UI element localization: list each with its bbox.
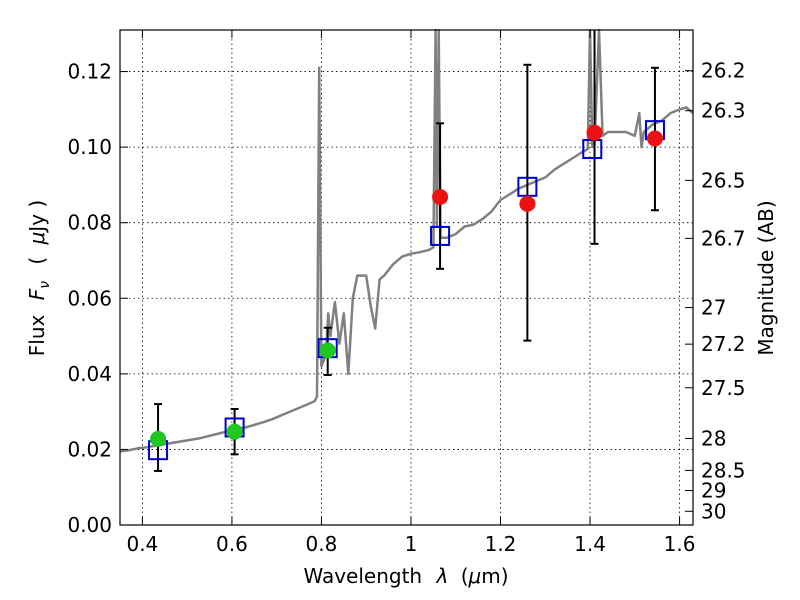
y-tick-label: 0.10: [67, 135, 112, 159]
model-spectrum-line: [119, 28, 694, 453]
y2-tick-label: 26.2: [701, 59, 746, 83]
y-tick-label: 0.12: [67, 60, 112, 84]
model-photometry-box: [517, 176, 538, 197]
x-tick-label: 1.6: [664, 532, 696, 556]
grid-layer: [120, 30, 693, 526]
y-axis-label-unit-rest: Jy ): [25, 200, 49, 234]
ticks-layer: 0.4 0.6 0.8 1 1.2 1.4 1.6 0.00 0.02 0.04 0.06 0.08 0…: [67, 30, 746, 556]
y2-tick-label: 28: [701, 426, 726, 450]
observed-point-green: [226, 423, 243, 440]
y-tick-label: 0.08: [67, 211, 112, 235]
y-tick-label: 0.06: [67, 286, 112, 310]
y2-tick-label: 26.5: [701, 168, 746, 192]
x-axis-label-text: Wavelength: [303, 564, 422, 588]
y2-tick-label: 27: [701, 296, 726, 320]
model-photometry-box: [430, 225, 451, 246]
plot-frame: [119, 29, 694, 526]
x-axis-label: Wavelength λ (μm): [303, 564, 508, 588]
y-axis-label: Flux Fν ( μJy ): [25, 200, 54, 356]
y2-axis-label: Magnitude (AB): [754, 200, 778, 355]
y2-tick-label: 30: [701, 499, 726, 523]
y-axis-label-text: Flux: [25, 314, 49, 356]
y-axis-label-unit-mu: μ: [25, 232, 49, 246]
x-axis-label-symbol: λ: [435, 564, 448, 588]
y2-tick-label: 26.3: [701, 99, 746, 123]
y-tick-label: 0.00: [67, 513, 112, 537]
observed-point-red: [519, 195, 536, 212]
observed-point-red: [586, 124, 603, 141]
x-tick-label: 0.4: [126, 532, 158, 556]
y-tick-label: 0.02: [67, 437, 112, 461]
x-axis-label-unit-mu: μ: [468, 564, 482, 588]
y-axis-label-subscript: ν: [37, 281, 53, 289]
x-tick-label: 0.8: [306, 532, 338, 556]
observed-point-green: [319, 342, 336, 359]
x-tick-label: 1.4: [574, 532, 606, 556]
y-tick-label: 0.04: [67, 362, 112, 386]
y2-tick-label: 27.5: [701, 376, 746, 400]
y-axis-label-symbol: F: [25, 288, 49, 300]
observed-point-red: [646, 130, 663, 147]
x-tick-label: 0.6: [216, 532, 248, 556]
x-tick-label: 1.2: [485, 532, 517, 556]
x-tick-label: 1: [405, 532, 418, 556]
y-axis-label-unit-open: (: [25, 257, 49, 265]
y2-tick-label: 26.7: [701, 226, 746, 250]
x-axis-label-unit-open: (: [461, 564, 469, 588]
y2-tick-label: 29: [701, 479, 726, 503]
marks-layer: [148, 30, 665, 472]
observed-point-red: [432, 189, 449, 206]
observed-point-green: [150, 430, 167, 447]
spectrum-layer: [119, 28, 694, 453]
x-axis-label-unit-rest: m): [481, 564, 508, 588]
y2-tick-label: 28.5: [701, 458, 746, 482]
y2-tick-label: 27.2: [701, 332, 746, 356]
